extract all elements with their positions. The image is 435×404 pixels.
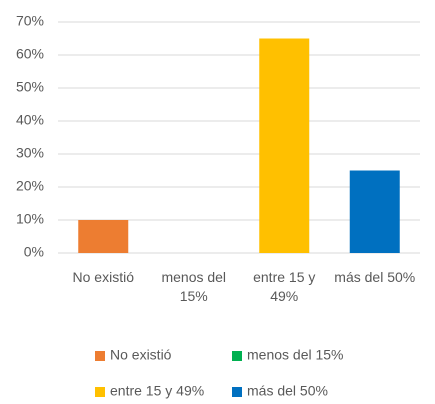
bar: [259, 38, 310, 253]
x-tick-label: entre 15 y 49%: [253, 269, 316, 304]
y-tick-label: 70%: [16, 13, 44, 29]
x-tick-label: menos del 15%: [161, 269, 227, 304]
legend-swatch: [95, 387, 105, 397]
y-tick-label: 60%: [16, 46, 44, 62]
legend-label: menos del 15%: [247, 347, 344, 363]
y-tick-label: 10%: [16, 211, 44, 227]
legend-label: No existió: [110, 347, 172, 363]
legend-swatch: [95, 351, 105, 361]
legend-swatch: [232, 387, 242, 397]
y-tick-label: 20%: [16, 178, 44, 194]
y-tick-label: 40%: [16, 112, 44, 128]
bar: [78, 220, 129, 253]
legend-label: más del 50%: [247, 383, 328, 399]
x-tick-label: No existió: [72, 269, 134, 285]
y-tick-label: 50%: [16, 79, 44, 95]
y-tick-label: 0%: [24, 244, 44, 260]
legend-swatch: [232, 351, 242, 361]
legend-label: entre 15 y 49%: [110, 383, 204, 399]
y-tick-label: 30%: [16, 145, 44, 161]
x-tick-label: más del 50%: [334, 269, 416, 285]
bar: [349, 170, 400, 253]
